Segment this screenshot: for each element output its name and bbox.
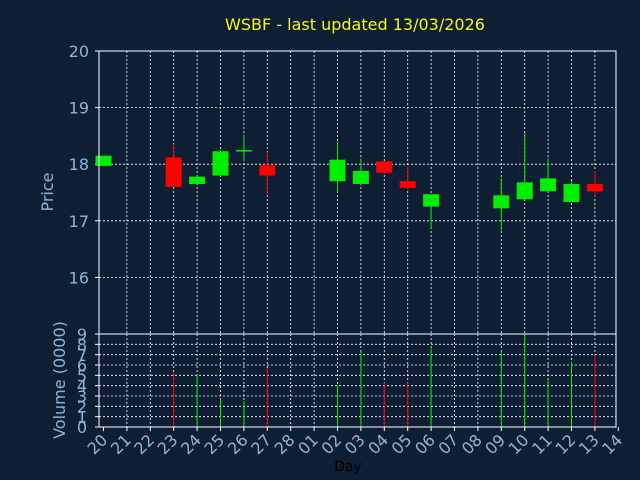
candle-body [352, 170, 369, 185]
volume-plot-frame [98, 333, 617, 428]
candle-body [586, 184, 603, 192]
price-tick-label: 17 [69, 212, 89, 231]
volume-tick-label: 7 [77, 346, 87, 365]
candle-body [423, 194, 440, 207]
chart-title: WSBF - last updated 13/03/2026 [225, 15, 485, 34]
candle-body [563, 184, 580, 203]
price-tick-labels: 16 17 18 19 20 [69, 42, 99, 287]
volume-tick-label: 6 [77, 356, 87, 375]
volume-tick-label: 4 [77, 377, 87, 396]
price-tick-label: 16 [69, 268, 89, 287]
candle-body [259, 165, 276, 176]
price-tick-label: 18 [69, 155, 89, 174]
volume-tick-label: 8 [77, 335, 87, 354]
price-axis-label: Price [38, 172, 57, 211]
volume-tick-label: 9 [77, 325, 87, 344]
x-axis-label: Day [334, 459, 362, 475]
candle-body [165, 157, 182, 187]
candle-body [212, 151, 229, 176]
candle-body [95, 155, 112, 166]
volume-tick-label: 0 [77, 418, 87, 437]
candle-body [399, 181, 416, 188]
candle-body [516, 182, 533, 200]
volume-axis-label: Volume (0000) [50, 321, 69, 439]
candle-body [540, 178, 557, 192]
candlestick-series [95, 133, 603, 231]
volume-tick-label: 5 [77, 366, 87, 385]
candle-body [329, 159, 346, 182]
volume-bar-series [173, 334, 596, 427]
candle-body [235, 150, 252, 152]
volume-tick-label: 3 [77, 387, 87, 406]
price-tick-label: 19 [69, 99, 89, 118]
candle-body [376, 161, 393, 173]
price-tick-label: 20 [69, 42, 89, 61]
candle-body [189, 176, 206, 185]
volume-tick-label: 1 [77, 408, 87, 427]
candle-body [493, 195, 510, 209]
volume-tick-label: 2 [77, 397, 87, 416]
